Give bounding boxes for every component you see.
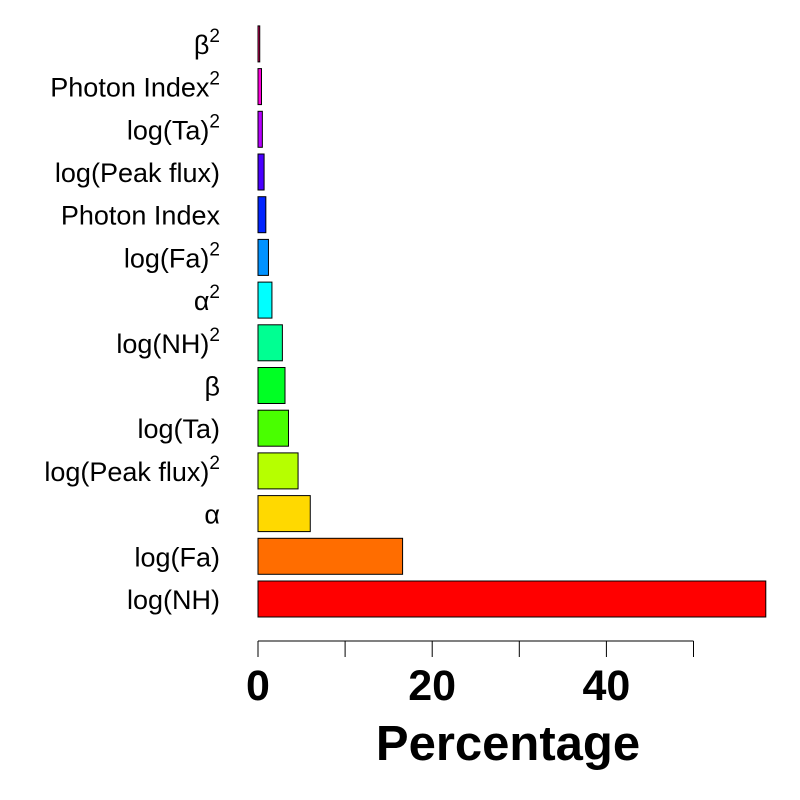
- category-label: log(Peak flux)2: [44, 453, 220, 487]
- category-label-text: log(Fa): [134, 542, 220, 572]
- x-tick-label: 20: [408, 662, 456, 710]
- category-label: log(NH)2: [116, 325, 220, 359]
- category-label-text: α: [204, 500, 220, 530]
- category-label-text: Photon Index: [61, 201, 221, 231]
- category-label-text: log(Fa): [124, 243, 210, 273]
- category-label: log(Ta)2: [127, 111, 220, 145]
- bar: [257, 324, 283, 362]
- category-label-text: log(NH): [116, 329, 209, 359]
- x-axis-title: Percentage: [376, 717, 640, 771]
- category-label: log(Fa): [134, 542, 220, 572]
- bar: [257, 281, 273, 319]
- category-label: log(Fa)2: [124, 239, 220, 273]
- category-label-text: log(Peak flux): [44, 457, 209, 487]
- category-label: log(NH): [127, 585, 220, 615]
- category-label: Photon Index2: [50, 69, 220, 103]
- category-label-superscript: 2: [209, 111, 220, 132]
- category-label-text: log(NH): [127, 585, 220, 615]
- bar: [257, 580, 767, 618]
- category-label-superscript: 2: [209, 26, 220, 47]
- bars-group: [257, 25, 767, 618]
- bar: [257, 110, 263, 148]
- bar: [257, 68, 262, 106]
- category-label-text: log(Peak flux): [55, 158, 220, 188]
- category-label-superscript: 2: [209, 239, 220, 260]
- x-axis: 0 20 40: [246, 640, 694, 710]
- x-tick-label: 40: [582, 662, 630, 710]
- bar: [257, 537, 404, 575]
- bar: [257, 153, 265, 191]
- category-label-text: Photon Index: [50, 73, 210, 103]
- category-label: α: [204, 500, 220, 530]
- category-label: Photon Index: [61, 201, 221, 231]
- category-label-text: log(Ta): [137, 414, 220, 444]
- bar: [257, 238, 269, 276]
- bar: [257, 452, 299, 490]
- category-label: log(Ta): [137, 414, 220, 444]
- category-label-text: β: [204, 372, 220, 402]
- category-label-text: log(Ta): [127, 115, 210, 145]
- category-label-superscript: 2: [209, 69, 220, 90]
- category-label: log(Peak flux): [55, 158, 220, 188]
- category-label-superscript: 2: [209, 325, 220, 346]
- bar: [257, 495, 311, 533]
- category-label-superscript: 2: [209, 453, 220, 474]
- category-label-text: β: [194, 30, 210, 60]
- x-tick-label: 0: [246, 662, 270, 710]
- category-label: α2: [194, 282, 220, 316]
- bar: [257, 25, 261, 63]
- category-label-superscript: 2: [209, 282, 220, 303]
- category-label: β2: [194, 26, 220, 60]
- category-label: β: [204, 372, 220, 402]
- bar: [257, 409, 289, 447]
- category-label-text: α: [194, 286, 210, 316]
- bar: [257, 367, 286, 404]
- bar: [257, 196, 267, 234]
